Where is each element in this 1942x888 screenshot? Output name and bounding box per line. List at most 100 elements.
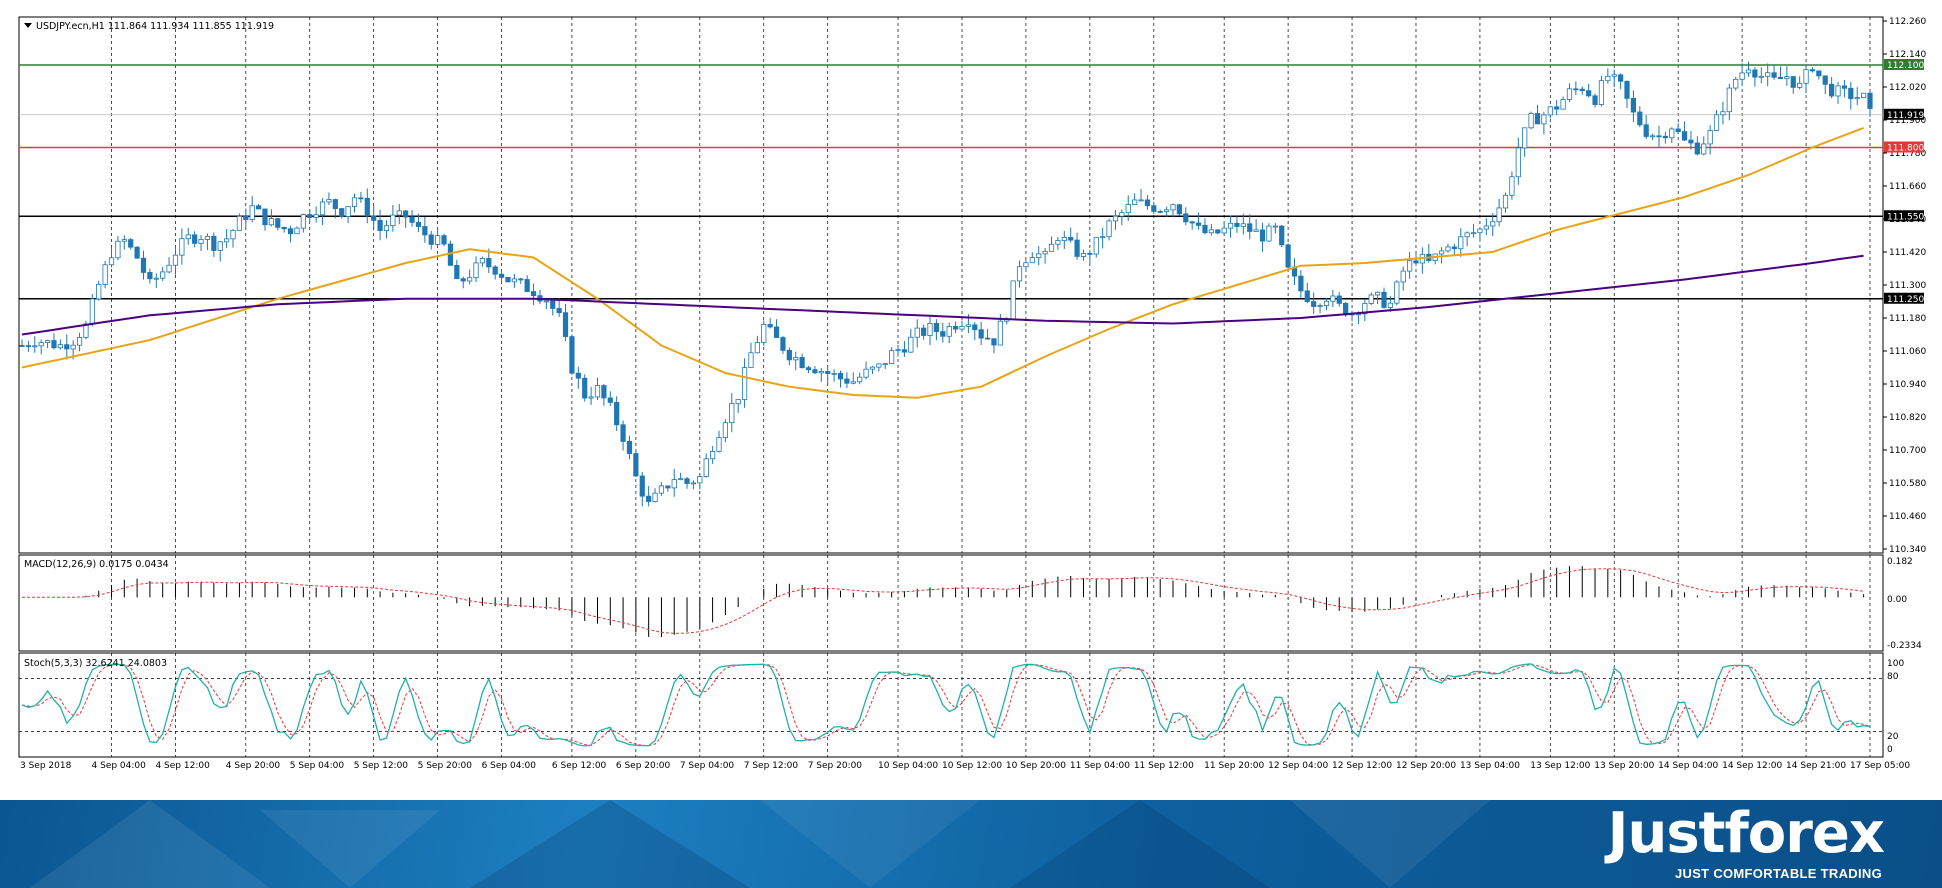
price-tick-label: 110.580 [1889,479,1926,489]
bull-candle [390,214,396,227]
bull-candle [89,298,95,325]
level-tag [1884,292,1924,304]
brand-logo[interactable]: Justforex JUST COMFORTABLE TRADING [1564,800,1885,888]
bull-candle [313,214,319,218]
decor-shape [1010,800,1270,888]
bull-candle [1362,303,1368,315]
bear-candle [1752,69,1758,78]
bull-candle [1509,176,1515,196]
bull-candle [479,258,486,264]
bull-candle [76,336,83,346]
bull-candle [319,201,326,216]
bull-candle [1317,305,1323,307]
bull-candle [716,437,722,452]
bear-candle [1279,225,1285,246]
bull-candle [1765,72,1771,77]
bull-candle [1055,240,1061,245]
bull-candle [1854,97,1860,100]
bull-candle [70,344,76,350]
price-tick-label: 110.460 [1889,512,1926,522]
bear-candle [1643,124,1649,137]
bull-candle [1106,220,1112,238]
bull-candle [678,478,684,481]
price-tick-label: 112.020 [1889,83,1926,93]
bear-candle [767,324,773,328]
bear-candle [262,208,268,226]
bull-candle [1170,204,1176,211]
stoch-panel: Stoch(5,3,3) 32.6241 24.0803 100 80 20 0 [18,652,1904,758]
bull-candle [889,350,895,364]
bull-candle [1125,204,1131,214]
bull-candle [652,492,658,502]
bull-candle [1093,237,1099,255]
bear-candle [1311,301,1317,307]
bear-candle [1637,111,1643,126]
time-tick-label: 11 Sep 20:00 [1204,761,1264,771]
bear-candle [1618,74,1624,82]
bear-candle [505,277,511,283]
bull-candle [1541,114,1547,125]
bear-candle [134,246,140,259]
bear-candle [614,402,620,426]
bull-candle [1029,257,1035,264]
price-candles [19,61,1873,507]
stoch-info: Stoch(5,3,3) 32.6241 24.0803 [24,658,167,669]
bull-candle [1496,207,1502,223]
bull-candle [927,323,933,336]
collapse-arrow-icon[interactable] [24,23,32,28]
bull-candle [1458,236,1464,250]
bear-candle [1586,90,1592,97]
bear-candle [972,324,978,331]
bull-candle [1598,80,1605,105]
bull-candle [1164,209,1170,212]
bear-candle [409,216,415,223]
bull-candle [1266,225,1272,242]
bear-candle [620,424,626,442]
bear-candle [825,371,831,374]
bull-candle [153,277,159,280]
bull-candle [908,336,914,353]
bear-candle [140,257,147,273]
bear-candle [569,336,575,374]
bull-candle [1375,291,1381,296]
bear-candle [844,378,850,384]
bull-candle [1528,113,1534,129]
bull-candle [1368,294,1374,304]
bull-candle [1394,281,1400,304]
time-tick-label: 6 Sep 20:00 [616,761,671,771]
bear-candle [1624,80,1630,99]
bear-candle [51,340,57,349]
time-tick-label: 12 Sep 20:00 [1396,761,1456,771]
horizontal-levels[interactable] [19,64,1883,300]
bear-candle [1259,229,1266,242]
time-tick-label: 4 Sep 12:00 [155,761,210,771]
time-tick-label: 17 Sep 05:00 [1850,761,1910,771]
bull-candle [895,349,901,352]
time-tick-label: 10 Sep 04:00 [878,761,938,771]
bear-candle [1688,139,1694,144]
bull-candle [294,227,300,235]
bear-candle [1336,295,1342,304]
bull-candle [1547,106,1553,116]
bear-candle [1777,76,1784,80]
bear-candle [422,226,428,236]
current-price-label: 111.919 [1887,111,1924,121]
bear-candle [978,329,984,339]
time-tick-label: 14 Sep 04:00 [1658,761,1718,771]
time-tick-label: 14 Sep 12:00 [1722,761,1782,771]
bear-candle [1829,83,1835,97]
bull-candle [230,230,236,240]
bear-candle [562,312,569,338]
bear-candle [1848,87,1854,100]
decor-shape [1290,800,1490,888]
bull-candle [697,476,703,484]
bear-candle [1809,69,1816,72]
bear-candle [1675,128,1681,133]
bull-candle [1272,225,1278,228]
bull-candle [1669,128,1675,139]
bull-candle [166,264,172,273]
time-tick-label: 5 Sep 20:00 [418,761,473,771]
bull-candle [1490,221,1496,227]
bull-candle [1221,227,1227,234]
bull-candle [1208,229,1214,234]
